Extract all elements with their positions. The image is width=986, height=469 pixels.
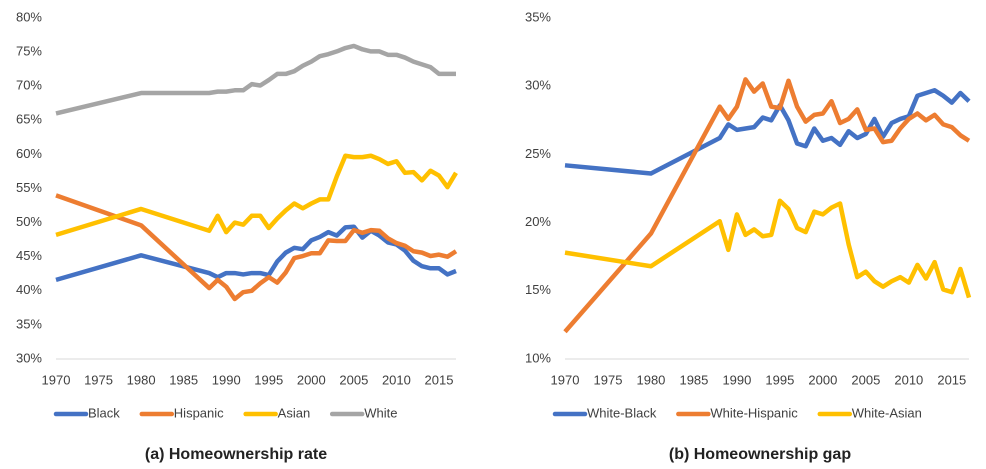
chart-caption: (a) Homeownership rate: [145, 446, 327, 463]
x-tick-label: 2010: [894, 372, 923, 387]
x-tick-label: 1975: [84, 372, 113, 387]
y-tick-label: 35%: [16, 316, 42, 331]
x-tick-label: 1995: [254, 372, 283, 387]
x-tick-label: 1970: [42, 372, 71, 387]
y-tick-label: 40%: [16, 282, 42, 297]
y-tick-label: 25%: [525, 146, 551, 161]
series-line: [55, 193, 458, 302]
legend-label: Asian: [278, 405, 311, 420]
x-tick-label: 1980: [127, 372, 156, 387]
series-line: [55, 153, 458, 238]
series-line: [564, 198, 972, 299]
y-tick-label: 80%: [16, 9, 42, 24]
x-tick-label: 2000: [297, 372, 326, 387]
chart-caption: (b) Homeownership gap: [669, 446, 851, 463]
x-tick-label: 1970: [551, 372, 580, 387]
series-line: [55, 43, 456, 116]
x-tick-label: 2010: [382, 372, 411, 387]
y-tick-label: 50%: [16, 214, 42, 229]
x-tick-label: 1985: [169, 372, 198, 387]
legend-label: White-Asian: [852, 405, 922, 420]
x-tick-label: 2005: [851, 372, 880, 387]
x-tick-label: 1995: [765, 372, 794, 387]
y-tick-label: 20%: [525, 214, 551, 229]
x-tick-label: 1985: [679, 372, 708, 387]
y-tick-label: 75%: [16, 44, 42, 59]
x-tick-label: 1990: [212, 372, 241, 387]
y-tick-label: 30%: [16, 350, 42, 365]
x-tick-label: 1975: [594, 372, 623, 387]
y-tick-label: 30%: [525, 78, 551, 93]
x-tick-label: 2015: [937, 372, 966, 387]
x-tick-label: 2000: [808, 372, 837, 387]
y-tick-label: 15%: [525, 282, 551, 297]
y-tick-label: 55%: [16, 180, 42, 195]
legend-label: Hispanic: [174, 405, 224, 420]
x-tick-label: 1980: [636, 372, 665, 387]
y-tick-label: 10%: [525, 350, 551, 365]
legend-label: Black: [88, 405, 120, 420]
y-tick-label: 70%: [16, 78, 42, 93]
series-line: [563, 77, 971, 334]
y-tick-label: 45%: [16, 248, 42, 263]
x-tick-label: 2005: [339, 372, 368, 387]
y-tick-label: 65%: [16, 112, 42, 127]
legend-label: White-Hispanic: [710, 405, 798, 420]
series-line: [55, 224, 457, 283]
x-tick-label: 2015: [425, 372, 454, 387]
legend-label: White-Black: [587, 405, 657, 420]
x-tick-label: 1990: [722, 372, 751, 387]
legend-label: White: [364, 405, 397, 420]
y-tick-label: 35%: [525, 9, 551, 24]
series-line: [564, 88, 971, 176]
y-tick-label: 60%: [16, 146, 42, 161]
